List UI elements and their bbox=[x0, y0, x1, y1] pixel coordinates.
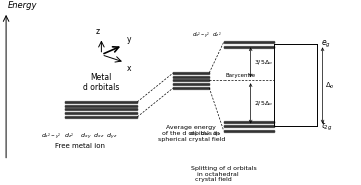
Text: $t_{2g}$: $t_{2g}$ bbox=[321, 120, 332, 133]
Text: Splitting of d orbitals
   in octahedral
  crystal field: Splitting of d orbitals in octahedral cr… bbox=[191, 166, 257, 182]
Text: $d_{x^2-y^2}$  $d_{z^2}$: $d_{x^2-y^2}$ $d_{z^2}$ bbox=[192, 30, 222, 41]
Text: $2/5\Delta_o$: $2/5\Delta_o$ bbox=[253, 99, 272, 108]
Text: Energy: Energy bbox=[8, 1, 38, 10]
Text: z: z bbox=[96, 27, 100, 36]
Text: x: x bbox=[127, 64, 132, 73]
Text: y: y bbox=[127, 35, 131, 44]
Text: $3/5\Delta_o$: $3/5\Delta_o$ bbox=[253, 58, 272, 67]
Text: Free metal ion: Free metal ion bbox=[55, 143, 105, 149]
Text: $d_{x^2-y^2}$  $d_{z^2}$    $d_{xy}$  $d_{xz}$  $d_{yz}$: $d_{x^2-y^2}$ $d_{z^2}$ $d_{xy}$ $d_{xz}… bbox=[42, 131, 118, 142]
Text: $\Delta_o$: $\Delta_o$ bbox=[325, 80, 335, 90]
Text: $e_g$: $e_g$ bbox=[321, 39, 331, 50]
Text: $d_{xy}$  $d_{xz}$  $d_{yz}$: $d_{xy}$ $d_{xz}$ $d_{yz}$ bbox=[189, 130, 222, 140]
Text: Metal
d orbitals: Metal d orbitals bbox=[83, 73, 119, 92]
Text: Average energy
of the d orbitals in
spherical crystal field: Average energy of the d orbitals in sphe… bbox=[158, 125, 225, 142]
Text: Barycentre: Barycentre bbox=[226, 73, 256, 78]
